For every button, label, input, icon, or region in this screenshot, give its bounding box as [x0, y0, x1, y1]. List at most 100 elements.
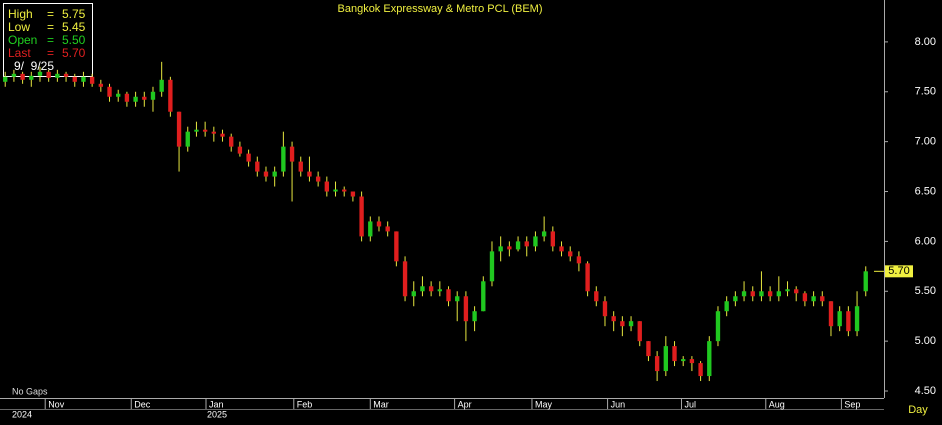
- candle-body: [507, 246, 512, 250]
- candle-body: [550, 231, 555, 247]
- candle-body: [55, 73, 60, 78]
- note: No Gaps: [12, 386, 48, 396]
- candle-body: [455, 296, 460, 302]
- info-date: 9/ 9/25: [14, 59, 54, 73]
- y-tick-label: 6.00: [915, 235, 936, 247]
- candle-body: [524, 241, 529, 247]
- candle-body: [785, 289, 790, 292]
- candle-body: [211, 131, 217, 134]
- y-tick-label: 5.00: [915, 335, 936, 347]
- candle-body: [29, 75, 34, 80]
- candle-body: [107, 86, 112, 97]
- candle-body: [820, 296, 825, 302]
- candle-body: [89, 76, 95, 84]
- x-tick-label: Dec: [134, 399, 151, 409]
- candle-body: [237, 146, 243, 154]
- candle-body: [394, 231, 399, 262]
- candle-body: [81, 76, 86, 82]
- y-tick-label: 8.00: [915, 36, 936, 48]
- candle-body: [646, 341, 651, 357]
- candle-body: [446, 289, 451, 302]
- candle-body: [715, 311, 721, 342]
- info-value: 5.70: [62, 46, 86, 60]
- candle-body: [142, 96, 147, 100]
- info-separator: =: [47, 33, 54, 47]
- year-label: 2025: [207, 409, 227, 419]
- candle-body: [333, 189, 338, 192]
- info-label: Low: [8, 20, 30, 34]
- candle-body: [159, 79, 164, 92]
- info-label: Last: [8, 46, 31, 60]
- candle-body: [481, 281, 486, 312]
- candle-body: [411, 291, 416, 297]
- candle-body: [324, 181, 330, 192]
- x-tick-label: Jan: [209, 399, 224, 409]
- candle-body: [472, 311, 477, 322]
- x-tick-label: Apr: [458, 399, 472, 409]
- candle-body: [246, 153, 251, 162]
- candle-body: [298, 161, 303, 172]
- candle-body: [837, 311, 842, 327]
- y-tick-label: 7.00: [915, 136, 936, 148]
- info-separator: =: [47, 46, 54, 60]
- candle-body: [116, 93, 121, 97]
- info-label: High: [8, 7, 33, 21]
- candle-body: [576, 256, 582, 264]
- candle-body: [854, 306, 860, 332]
- info-box: High = 5.75 Low = 5.45 Open = 5.50 Last = 5.70 9/ 9/…: [3, 3, 93, 77]
- candle-body: [20, 73, 25, 80]
- candle-body: [463, 296, 469, 322]
- x-tick-label: Jul: [684, 399, 696, 409]
- candle-body: [229, 136, 234, 147]
- candle-body: [724, 301, 729, 312]
- candle-body: [272, 171, 277, 177]
- x-tick-label: Jun: [611, 399, 626, 409]
- candle-body: [741, 291, 747, 297]
- candle-body: [176, 111, 182, 147]
- candle-body: [811, 296, 816, 302]
- candle-body: [602, 301, 608, 317]
- y-tick-label: 6.50: [915, 185, 936, 197]
- candle-body: [863, 271, 868, 292]
- x-tick-label: Aug: [769, 399, 785, 409]
- candle-body: [707, 341, 712, 377]
- period-label: Day: [908, 404, 928, 416]
- candle-body: [585, 263, 590, 292]
- candle-body: [289, 146, 295, 162]
- candle-body: [376, 221, 382, 227]
- info-frame: [3, 3, 93, 77]
- candle-body: [168, 79, 173, 112]
- candle-body: [663, 346, 668, 372]
- candle-body: [733, 296, 738, 302]
- candle-body: [828, 301, 834, 327]
- y-tick-label: 7.50: [915, 86, 936, 98]
- candle-body: [315, 176, 321, 182]
- candle-body: [559, 246, 564, 252]
- candle-body: [63, 73, 69, 77]
- candle-body: [342, 189, 347, 192]
- candle-body: [46, 71, 51, 78]
- candle-body: [594, 291, 599, 302]
- info-label: Open: [8, 33, 37, 47]
- candle-body: [3, 76, 8, 82]
- candle-body: [802, 293, 808, 302]
- candle-body: [11, 73, 17, 77]
- candle-body: [681, 359, 686, 362]
- candle-body: [846, 311, 851, 332]
- candle-body: [767, 291, 773, 297]
- candle-body: [568, 251, 573, 257]
- candle-body: [220, 133, 225, 137]
- x-tick-label: May: [535, 399, 553, 409]
- candle-body: [263, 171, 269, 177]
- candle-body: [359, 196, 364, 237]
- candle-body: [689, 359, 695, 364]
- candle-body: [533, 236, 538, 247]
- candle-body: [428, 286, 434, 292]
- candle-body: [307, 171, 312, 177]
- candle-body: [698, 363, 703, 377]
- info-separator: =: [47, 7, 54, 21]
- y-tick-label: 5.50: [915, 285, 936, 297]
- candle-body: [654, 356, 660, 372]
